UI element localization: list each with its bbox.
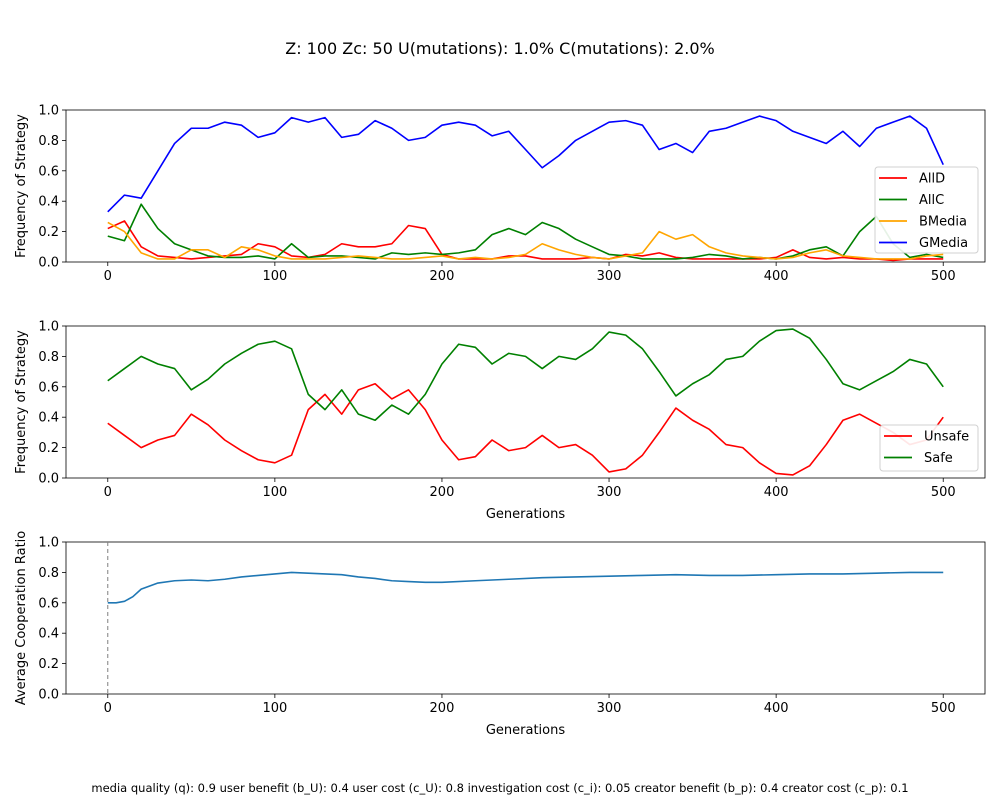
x-tick-label: 400	[764, 269, 789, 284]
plot-frame	[65, 109, 986, 263]
y-tick-label: 0.8	[38, 350, 59, 365]
y-tick-label: 0.2	[38, 657, 59, 672]
panel-strategy-frequencies: 0 100 200 300 400 500 0.0 0.2 0.4 0.6 0.8 1.0 Freque…	[14, 104, 986, 284]
y-tick-label: 1.0	[38, 320, 59, 335]
y-tick-label: 0.4	[38, 411, 59, 426]
parameters-footer: media quality (q): 0.9 user benefit (b_U…	[91, 781, 908, 795]
y-tick-label: 0.4	[38, 627, 59, 642]
y-axis-label: Average Cooperation Ratio	[14, 531, 29, 706]
legend: Unsafe Safe	[879, 424, 979, 472]
plot-frame	[65, 541, 986, 695]
y-tick-label: 0.0	[38, 472, 59, 487]
y-tick-label: 0.6	[38, 164, 59, 179]
x-tick-label: 300	[597, 269, 622, 284]
y-tick-label: 0.2	[38, 225, 59, 240]
y-axis-label: Frequency of Strategy	[14, 330, 29, 474]
x-tick-label: 0	[104, 485, 112, 500]
x-tick-label: 200	[430, 485, 455, 500]
x-tick-label: 100	[262, 701, 287, 716]
y-tick-label: 0.4	[38, 195, 59, 210]
x-tick-label: 400	[764, 701, 789, 716]
x-axis-label: Generations	[486, 507, 566, 522]
y-tick-label: 1.0	[38, 104, 59, 119]
x-tick-label: 0	[104, 701, 112, 716]
series-line-safe	[107, 328, 944, 422]
series-line-bmedia	[107, 221, 944, 260]
x-tick-label: 300	[597, 485, 622, 500]
figure-title: Z: 100 Zc: 50 U(mutations): 1.0% C(mutat…	[285, 39, 715, 58]
x-tick-label: 0	[104, 269, 112, 284]
x-tick-label: 300	[597, 701, 622, 716]
legend-label-allc: AllC	[919, 193, 944, 208]
legend-label-gmedia: GMedia	[919, 236, 968, 251]
y-tick-label: 1.0	[38, 536, 59, 551]
y-tick-label: 0.0	[38, 256, 59, 271]
legend-label-unsafe: Unsafe	[924, 430, 969, 445]
x-tick-label: 200	[430, 269, 455, 284]
x-tick-label: 400	[764, 485, 789, 500]
legend-label-safe: Safe	[924, 451, 953, 466]
plot-frame	[65, 325, 986, 479]
x-tick-label: 500	[931, 701, 956, 716]
series-line-unsafe	[107, 382, 944, 476]
y-tick-label: 0.6	[38, 380, 59, 395]
y-axis-label: Frequency of Strategy	[14, 114, 29, 258]
legend: AllD AllC BMedia GMedia	[874, 166, 979, 254]
series-line-allc	[107, 203, 944, 260]
series-line-gmedia	[107, 115, 944, 213]
legend-box	[874, 166, 979, 254]
x-axis-label: Generations	[486, 723, 566, 738]
y-tick-label: 0.8	[38, 566, 59, 581]
series-line-cooperation-ratio	[107, 571, 944, 604]
x-tick-label: 500	[931, 485, 956, 500]
legend-label-alld: AllD	[919, 172, 945, 187]
y-tick-label: 0.8	[38, 134, 59, 149]
y-tick-label: 0.6	[38, 596, 59, 611]
panel-safety-frequencies: 0 100 200 300 400 500 0.0 0.2 0.4 0.6 0.8 1.0 Freque…	[14, 320, 986, 522]
legend-label-bmedia: BMedia	[919, 215, 967, 230]
panel-average-cooperation: 0 100 200 300 400 500 0.0 0.2 0.4 0.6 0.8 1.0 Averag…	[14, 531, 986, 738]
x-tick-label: 200	[430, 701, 455, 716]
y-tick-label: 0.0	[38, 688, 59, 703]
y-tick-label: 0.2	[38, 441, 59, 456]
x-tick-label: 100	[262, 269, 287, 284]
x-tick-label: 100	[262, 485, 287, 500]
x-tick-label: 500	[931, 269, 956, 284]
